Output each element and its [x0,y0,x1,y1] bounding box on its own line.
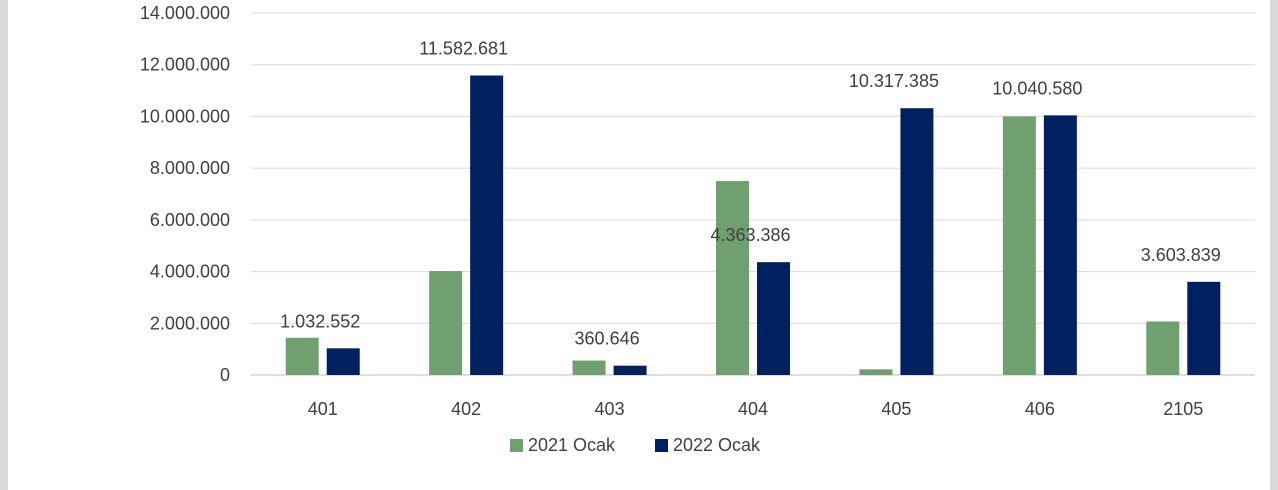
x-tick-label: 401 [308,399,338,419]
y-tick-label: 4.000.000 [150,262,230,282]
data-label: 11.582.681 [419,39,508,59]
bar-2021-402 [429,271,463,375]
y-tick-label: 6.000.000 [150,210,230,230]
y-tick-label: 12.000.000 [140,55,230,75]
bar-2022-401 [326,348,360,375]
bar-2021-403 [572,360,606,375]
x-tick-label: 2105 [1163,399,1203,419]
legend-swatch [510,439,523,452]
bar-2022-406 [1043,115,1077,376]
data-label: 1.032.552 [280,311,360,331]
bar-2022-405 [900,108,934,376]
data-label: 10.317.385 [849,71,939,91]
bar-2022-404 [757,262,790,375]
bar-2022-2105 [1187,281,1221,375]
bar-2021-404 [716,181,749,375]
bar-2022-402 [470,75,504,376]
x-tick-label: 406 [1025,399,1055,419]
x-axis-ticks: 401 402 403 404 405 406 2105 [308,399,1204,419]
y-tick-label: 0 [220,365,230,385]
legend-label: 2021 Ocak [528,435,616,455]
bar-2021-2105 [1146,321,1180,375]
bars [285,75,1221,376]
y-tick-label: 8.000.000 [150,158,230,178]
y-tick-label: 2.000.000 [150,313,230,333]
data-label: 3.603.839 [1141,245,1221,265]
data-labels: 1.032.552 11.582.681 360.646 4.363.386 10.31… [280,39,1221,349]
bar-chart: 0 2.000.000 4.000.000 6.000.000 8.000.000 10.… [140,3,1255,455]
x-tick-label: 402 [451,399,481,419]
bar-2021-405 [859,369,893,375]
legend-label: 2022 Ocak [673,435,761,455]
x-tick-label: 403 [595,399,625,419]
chart-frame: 0 2.000.000 4.000.000 6.000.000 8.000.000 10.… [8,0,1270,490]
x-tick-label: 405 [881,399,911,419]
y-axis-ticks: 0 2.000.000 4.000.000 6.000.000 8.000.000 10.… [140,3,230,385]
bar-2022-403 [613,365,647,375]
legend-swatch [655,439,668,452]
y-tick-label: 14.000.000 [140,3,230,23]
bar-2021-406 [1002,116,1036,375]
data-label: 10.040.580 [992,78,1082,98]
x-tick-label: 404 [738,399,768,419]
legend: 2021 Ocak 2022 Ocak [510,435,761,455]
gridlines [251,12,1255,376]
data-label: 4.363.386 [710,225,790,245]
data-label: 360.646 [575,329,640,349]
y-tick-label: 10.000.000 [140,106,230,126]
bar-2021-401 [285,337,319,375]
